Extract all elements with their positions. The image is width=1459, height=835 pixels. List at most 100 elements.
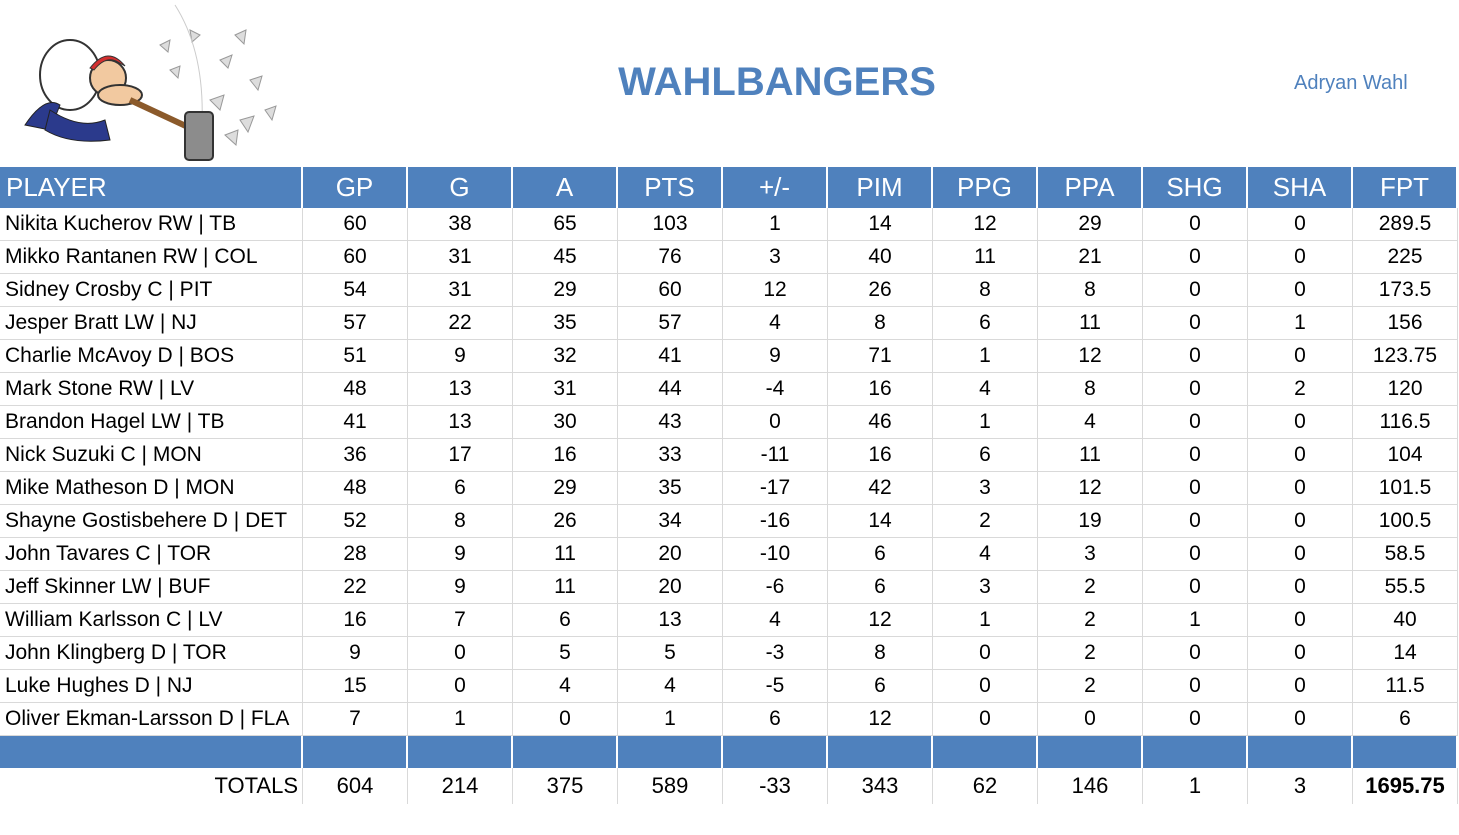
stat-cell: 0 [1143,637,1248,670]
stat-cell: 22 [408,307,513,340]
stat-cell: 17 [408,439,513,472]
column-header: PLAYER [0,167,303,208]
total-cell: 214 [408,768,513,804]
stat-cell: 11.5 [1353,670,1458,703]
stat-cell: 54 [303,274,408,307]
stat-cell: 58.5 [1353,538,1458,571]
stat-cell: -3 [723,637,828,670]
stat-cell: 14 [1353,637,1458,670]
player-name: Shayne Gostisbehere D | DET [0,505,303,538]
stat-cell: 8 [828,637,933,670]
stat-cell: 1 [408,703,513,736]
stat-cell: 21 [1038,241,1143,274]
stat-cell: 12 [723,274,828,307]
column-header: +/- [723,167,828,208]
stat-cell: -6 [723,571,828,604]
stat-cell: 1 [723,208,828,241]
player-name: Mikko Rantanen RW | COL [0,241,303,274]
stat-cell: 101.5 [1353,472,1458,505]
stat-cell: 7 [408,604,513,637]
stat-cell: 40 [1353,604,1458,637]
stat-cell: 0 [1248,274,1353,307]
stat-cell: 4 [723,604,828,637]
spacer-band [1248,736,1353,768]
stat-cell: 14 [828,505,933,538]
spacer-band [1038,736,1143,768]
stat-cell: 3 [933,571,1038,604]
stat-cell: 12 [828,703,933,736]
stat-cell: 156 [1353,307,1458,340]
stat-cell: 1 [1248,307,1353,340]
stat-cell: 44 [618,373,723,406]
stat-cell: 16 [828,439,933,472]
player-name: Jesper Bratt LW | NJ [0,307,303,340]
stat-cell: 71 [828,340,933,373]
stat-cell: 31 [513,373,618,406]
column-header: PIM [828,167,933,208]
stat-cell: 16 [303,604,408,637]
stat-cell: 123.75 [1353,340,1458,373]
column-header: SHA [1248,167,1353,208]
stat-cell: 9 [408,538,513,571]
player-name: Charlie McAvoy D | BOS [0,340,303,373]
stat-cell: 2 [1248,373,1353,406]
column-header: PTS [618,167,723,208]
stat-cell: 51 [303,340,408,373]
stat-cell: 4 [1038,406,1143,439]
stat-cell: 30 [513,406,618,439]
stat-cell: 0 [1143,340,1248,373]
stat-cell: 2 [1038,670,1143,703]
stat-cell: 34 [618,505,723,538]
stat-cell: 0 [1248,637,1353,670]
stat-cell: 11 [513,571,618,604]
stat-cell: 0 [1143,505,1248,538]
stat-cell: 0 [1248,439,1353,472]
owner-name: Adryan Wahl [1294,72,1408,94]
stat-cell: 0 [1248,406,1353,439]
stat-cell: 0 [1038,703,1143,736]
spacer-band [0,736,303,768]
stat-cell: 29 [513,472,618,505]
stat-cell: 8 [933,274,1038,307]
stat-cell: 42 [828,472,933,505]
stat-cell: 12 [933,208,1038,241]
stat-cell: 60 [303,241,408,274]
stat-cell: 225 [1353,241,1458,274]
stat-cell: 32 [513,340,618,373]
stat-cell: 9 [408,571,513,604]
stat-cell: 11 [933,241,1038,274]
stat-cell: 6 [828,571,933,604]
total-cell: 3 [1248,768,1353,804]
stat-cell: 6 [1353,703,1458,736]
stat-cell: 0 [1143,472,1248,505]
stat-cell: 6 [933,307,1038,340]
stat-cell: 0 [408,670,513,703]
stat-cell: 0 [1143,406,1248,439]
stat-cell: 6 [933,439,1038,472]
spacer-band [828,736,933,768]
stat-cell: 8 [1038,373,1143,406]
total-cell: 343 [828,768,933,804]
stat-cell: 0 [1143,208,1248,241]
player-name: John Klingberg D | TOR [0,637,303,670]
stat-cell: 0 [1248,670,1353,703]
stat-cell: 29 [1038,208,1143,241]
stat-cell: 0 [1248,472,1353,505]
stat-cell: 289.5 [1353,208,1458,241]
spacer-band [723,736,828,768]
team-title: WAHLBANGERS [618,60,936,104]
stat-cell: 26 [828,274,933,307]
spacer-band [618,736,723,768]
stat-cell: 57 [303,307,408,340]
stat-cell: 55.5 [1353,571,1458,604]
stat-cell: 6 [828,538,933,571]
stat-cell: 0 [933,670,1038,703]
stat-cell: 173.5 [1353,274,1458,307]
stat-cell: 36 [303,439,408,472]
stat-cell: 26 [513,505,618,538]
total-cell: 1 [1143,768,1248,804]
stat-cell: 1 [1143,604,1248,637]
stat-cell: 0 [933,703,1038,736]
stat-cell: 0 [933,637,1038,670]
stat-cell: 43 [618,406,723,439]
